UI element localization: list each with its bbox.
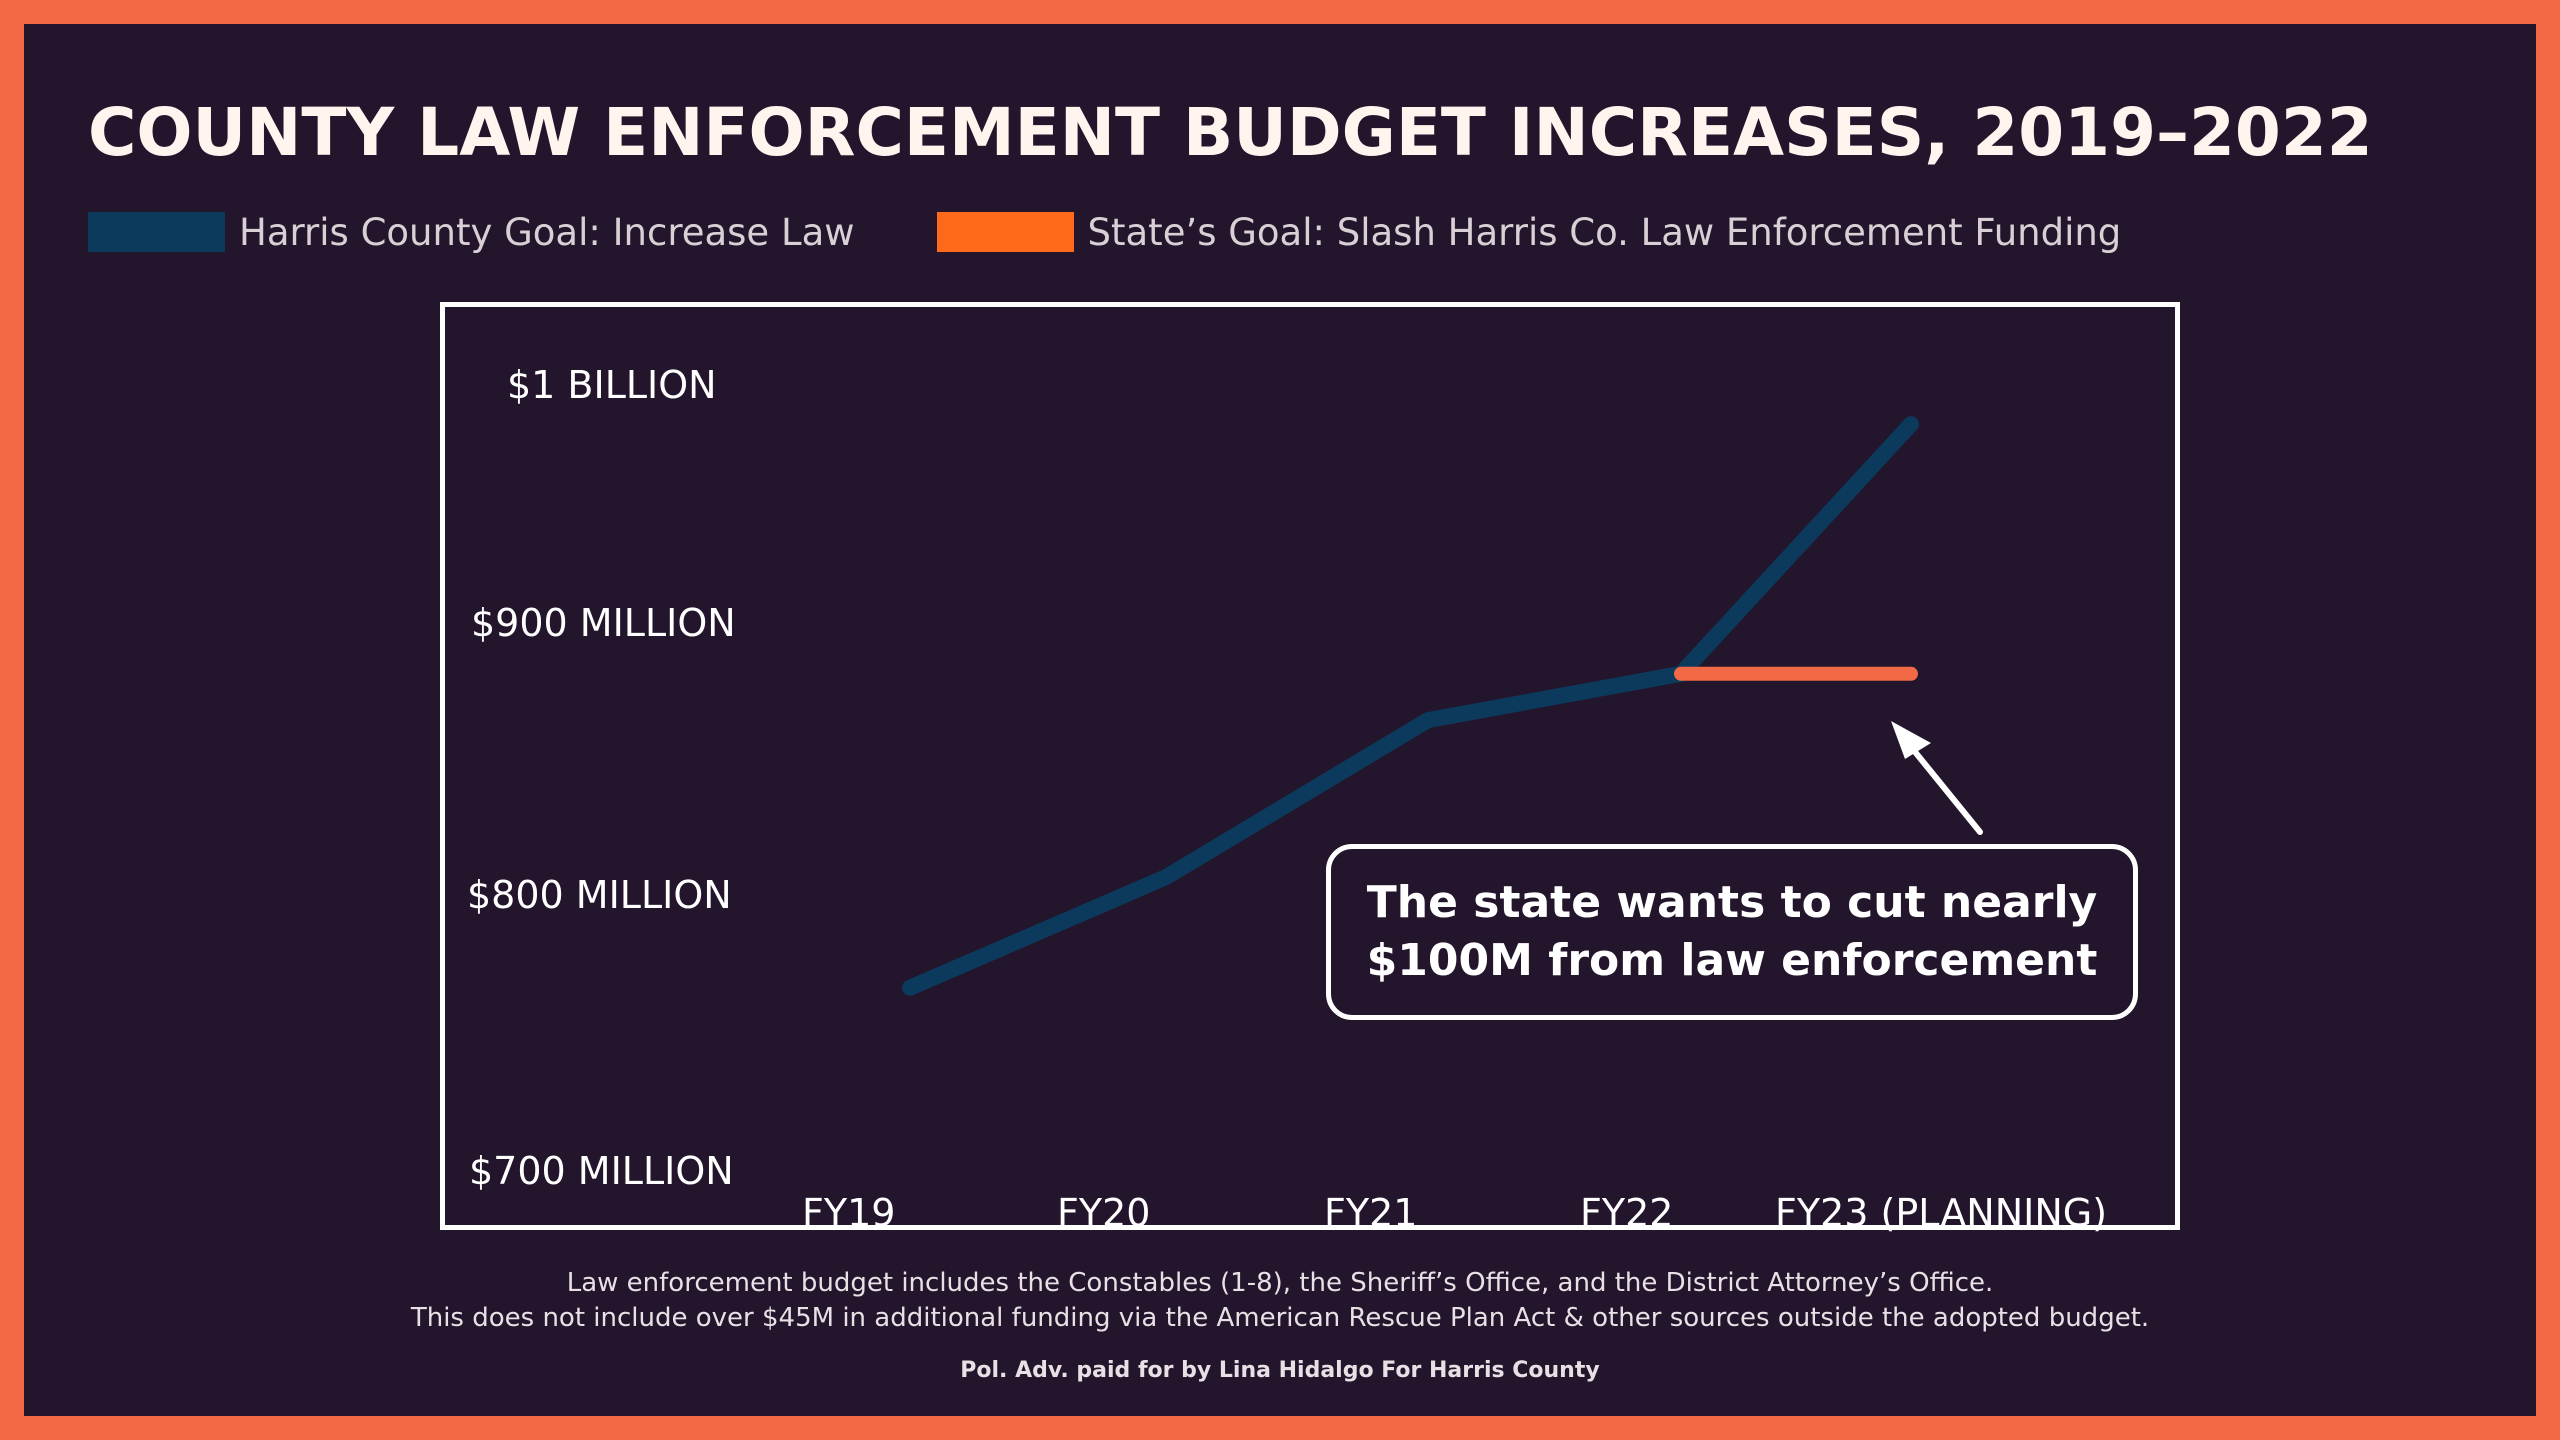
poster-frame: COUNTY LAW ENFORCEMENT BUDGET INCREASES,… bbox=[24, 24, 2536, 1416]
x-tick-label-fy19: FY19 bbox=[802, 1191, 896, 1235]
legend-swatch-county bbox=[88, 212, 225, 252]
footnote-line-1: Law enforcement budget includes the Cons… bbox=[566, 1268, 1994, 1298]
x-tick-label-fy23: FY23 (PLANNING) bbox=[1775, 1191, 2108, 1235]
y-tick-label-800-million: $800 MILLION bbox=[467, 873, 732, 917]
y-tick-label-1-billion: $1 BILLION bbox=[507, 363, 717, 407]
annotation-callout: The state wants to cut nearly $100M from… bbox=[1326, 844, 2138, 1020]
legend: Harris County Goal: Increase Law State’s… bbox=[88, 210, 2203, 254]
legend-label-county: Harris County Goal: Increase Law bbox=[239, 210, 855, 254]
x-tick-label-fy21: FY21 bbox=[1324, 1191, 1418, 1235]
x-tick-label-fy22: FY22 bbox=[1580, 1191, 1674, 1235]
annotation-arrow-head bbox=[1891, 721, 1931, 759]
chart-title: COUNTY LAW ENFORCEMENT BUDGET INCREASES,… bbox=[88, 94, 2373, 171]
annotation-arrow-shaft bbox=[1904, 739, 1983, 835]
x-tick-label-fy20: FY20 bbox=[1057, 1191, 1151, 1235]
footnote-line-2: This does not include over $45M in addit… bbox=[410, 1303, 2150, 1333]
y-tick-label-900-million: $900 MILLION bbox=[471, 601, 736, 645]
line-chart-svg bbox=[902, 416, 1983, 996]
legend-item-county: Harris County Goal: Increase Law bbox=[88, 211, 855, 254]
annotation-arrow bbox=[1891, 721, 1983, 835]
legend-label-state: State’s Goal: Slash Harris Co. Law Enfor… bbox=[1087, 210, 2122, 254]
chart-area: $1 BILLION $900 MILLION $800 MILLION $70… bbox=[440, 302, 2180, 1235]
legend-item-state: State’s Goal: Slash Harris Co. Law Enfor… bbox=[936, 210, 2122, 254]
political-ad-disclaimer: Pol. Adv. paid for by Lina Hidalgo For H… bbox=[960, 1358, 1600, 1383]
legend-swatch-state bbox=[936, 212, 1074, 252]
annotation-text: The state wants to cut nearly $100M from… bbox=[1366, 877, 2098, 986]
y-tick-label-700-million: $700 MILLION bbox=[469, 1149, 734, 1193]
